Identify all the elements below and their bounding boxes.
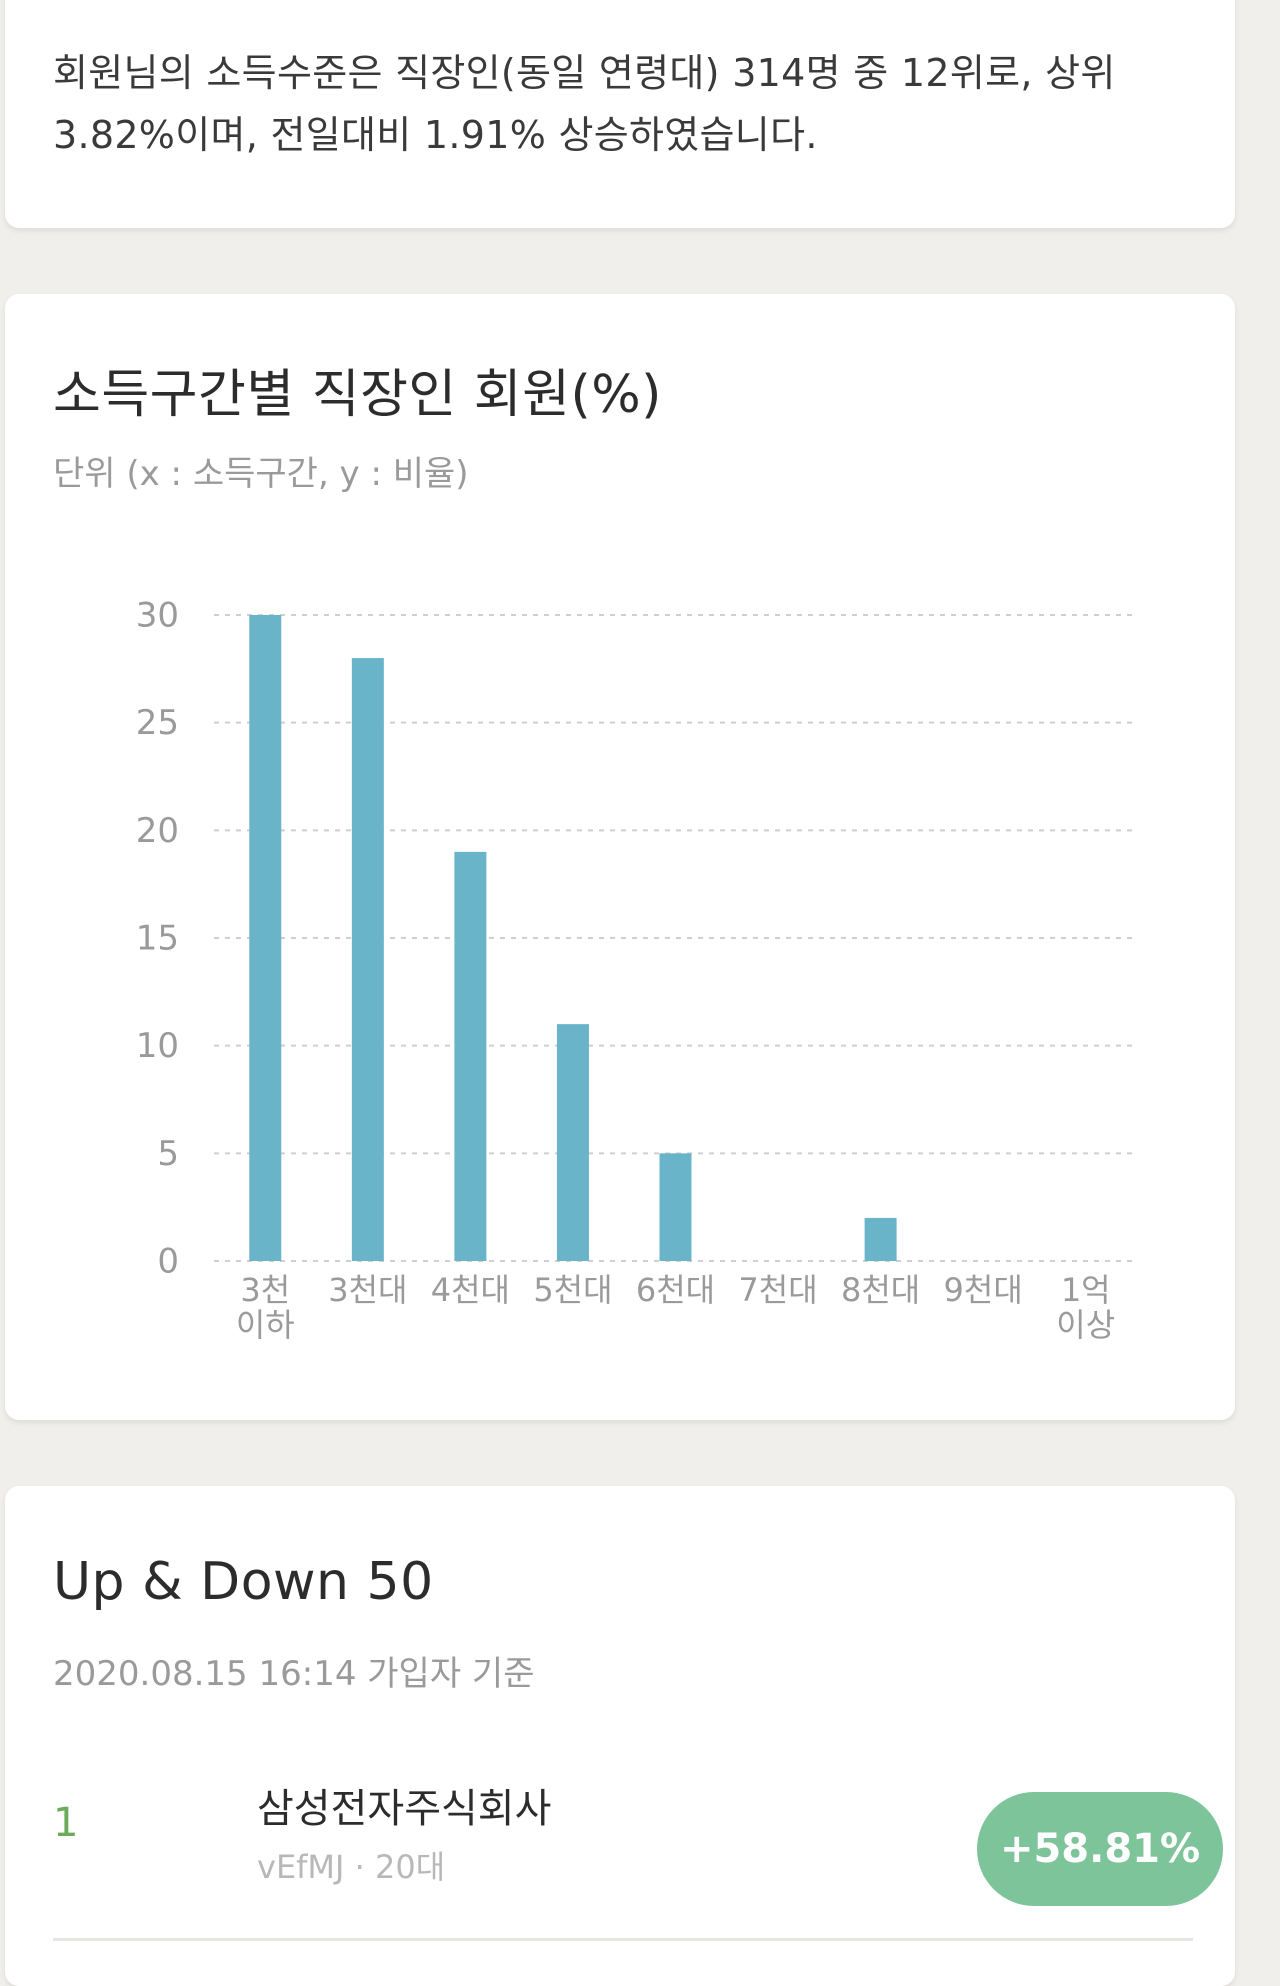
x-tick-label: 9천대 bbox=[944, 1271, 1023, 1309]
bar bbox=[454, 851, 487, 1261]
x-tick-label: 6천대 bbox=[636, 1271, 715, 1309]
company-meta: vEfMJ · 20대 bbox=[257, 1848, 446, 1886]
rank-number: 1 bbox=[53, 1800, 79, 1846]
x-tick-label: 4천대 bbox=[431, 1271, 510, 1309]
y-tick-label: 30 bbox=[136, 596, 179, 636]
income-chart-card: 소득구간별 직장인 회원(%) 단위 (x : 소득구간, y : 비율) 0 5… bbox=[5, 294, 1235, 1420]
y-tick-label: 15 bbox=[136, 919, 179, 959]
x-tick-label: 3천대 bbox=[328, 1271, 407, 1309]
y-tick-label: 20 bbox=[136, 811, 179, 851]
y-tick-label: 5 bbox=[157, 1134, 179, 1174]
y-tick-label: 0 bbox=[157, 1242, 179, 1282]
bar bbox=[659, 1153, 692, 1261]
x-tick-label: 3천 bbox=[240, 1271, 290, 1309]
y-tick-label: 10 bbox=[136, 1026, 179, 1066]
bar bbox=[864, 1217, 897, 1261]
x-tick-label: 이상 bbox=[1056, 1306, 1115, 1344]
updown-subtitle: 2020.08.15 16:14 가입자 기준 bbox=[53, 1654, 535, 1694]
bar bbox=[556, 1024, 589, 1261]
x-tick-label: 5천대 bbox=[533, 1271, 612, 1309]
bar bbox=[351, 658, 384, 1261]
x-tick-label: 1억 bbox=[1061, 1271, 1111, 1309]
y-tick-label: 25 bbox=[136, 703, 179, 743]
x-tick-label: 이하 bbox=[236, 1306, 295, 1344]
chart-subtitle: 단위 (x : 소득구간, y : 비율) bbox=[53, 454, 469, 494]
company-name: 삼성전자주식회사 bbox=[257, 1786, 552, 1832]
bar bbox=[249, 615, 282, 1261]
x-tick-label: 7천대 bbox=[738, 1271, 817, 1309]
chart-title: 소득구간별 직장인 회원(%) bbox=[53, 365, 662, 425]
list-divider bbox=[53, 1938, 1193, 1941]
updown-card: Up & Down 50 2020.08.15 16:14 가입자 기준 1 삼… bbox=[5, 1486, 1235, 1986]
x-tick-label: 8천대 bbox=[841, 1271, 920, 1309]
change-badge: +58.81% bbox=[977, 1792, 1223, 1906]
income-summary-card: 회원님의 소득수준은 직장인(동일 연령대) 314명 중 12위로, 상위 3… bbox=[5, 0, 1235, 228]
updown-title: Up & Down 50 bbox=[53, 1552, 434, 1612]
income-summary-text: 회원님의 소득수준은 직장인(동일 연령대) 314명 중 12위로, 상위 3… bbox=[53, 51, 1116, 157]
